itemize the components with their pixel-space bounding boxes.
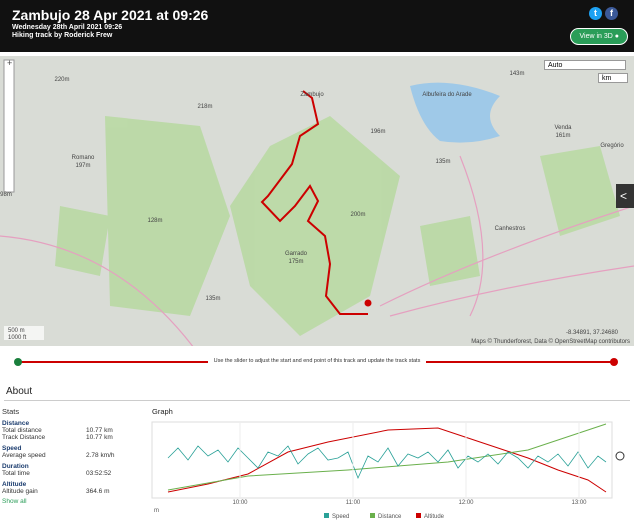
map-label: Romano — [72, 155, 95, 161]
stat-heading: Speed — [2, 445, 22, 452]
x-tick-label: 11:00 — [346, 500, 361, 506]
twitter-icon[interactable]: t — [589, 7, 602, 20]
map-label: Canhestros — [495, 226, 526, 232]
show-all-link[interactable]: Show all — [2, 498, 27, 505]
start-handle[interactable] — [14, 358, 22, 366]
title: Zambujo 28 Apr 2021 at 09:26 — [12, 7, 209, 23]
stat-value: 10.77 km — [86, 427, 113, 434]
stat-label: Average speed — [2, 452, 46, 459]
stat-value: 10.77 km — [86, 434, 113, 441]
map-label: 175m — [288, 259, 303, 265]
button-label: View in 3D — [579, 33, 613, 40]
map-label: 196m — [370, 129, 385, 135]
map-label: 98m — [0, 192, 12, 198]
legend-swatch — [370, 513, 375, 518]
zoom-icon[interactable] — [615, 451, 625, 461]
svg-text:+: + — [7, 58, 12, 68]
stat-label: Track Distance — [2, 434, 46, 441]
stats: Stats Distance Total distance 10.77 km Trac… — [2, 407, 142, 505]
map: + < 220m 218m Romano 197m Zambujo Albufeira d… — [0, 56, 634, 346]
map-label: 220m — [54, 77, 69, 83]
stat-value: 364.6 m — [86, 488, 110, 495]
author[interactable]: Hiking track by Roderick Frew — [12, 32, 113, 39]
x-tick-label: 12:00 — [458, 500, 474, 506]
legend-label: Distance — [378, 514, 402, 520]
header: Zambujo 28 Apr 2021 at 09:26 Wednesday 2… — [0, 0, 634, 52]
scale-metric: 500 m — [8, 328, 25, 334]
map-label: 143m — [509, 71, 524, 77]
stat-heading: Duration — [2, 463, 29, 470]
stat-row: Total distance 10.77 km — [2, 427, 142, 434]
unit-select[interactable]: km — [598, 73, 628, 83]
graph-title: Graph — [152, 407, 173, 416]
legend-label: Altitude — [424, 514, 445, 520]
stat-label: Total distance — [2, 427, 42, 434]
y-unit: m — [154, 508, 159, 514]
about-heading: About — [6, 386, 33, 397]
view-3d-button[interactable]: View in 3D ● — [570, 28, 628, 45]
stats-title: Stats — [2, 407, 20, 416]
map-label: 128m — [147, 218, 162, 224]
end-handle[interactable] — [610, 358, 618, 366]
map-label: Gregório — [600, 143, 624, 149]
coords: -8.34891, 37.24680 — [566, 330, 619, 336]
scale-imperial: 1000 ft — [8, 335, 27, 341]
legend-label: Speed — [332, 514, 349, 520]
map-label: Albufeira do Arade — [422, 92, 472, 98]
stat-row: Total time 03:52:52 — [2, 470, 142, 477]
legend-swatch — [324, 513, 329, 518]
stat-value: 2.78 km/h — [86, 452, 115, 459]
mode-select[interactable]: Auto — [544, 60, 626, 70]
divider — [4, 400, 630, 401]
map-label: Zambujo — [300, 92, 324, 98]
facebook-icon[interactable]: f — [605, 7, 618, 20]
stat-row: Average speed 2.78 km/h — [2, 452, 142, 459]
stat-heading: Altitude — [2, 481, 27, 488]
stat-row: Altitude gain 364.6 m — [2, 488, 142, 495]
svg-text:<: < — [620, 189, 627, 203]
stat-row: Track Distance 10.77 km — [2, 434, 142, 441]
map-label: 197m — [75, 163, 90, 169]
map-label: 218m — [197, 104, 212, 110]
stat-heading: Distance — [2, 420, 30, 427]
map-label: 135m — [435, 159, 450, 165]
x-tick-label: 13:00 — [571, 500, 587, 506]
map-label: Venda — [554, 125, 572, 131]
legend-swatch — [416, 513, 421, 518]
instruction-text: Use the slider to adjust the start and e… — [207, 358, 427, 364]
map-label: 135m — [205, 296, 220, 302]
x-tick-label: 10:00 — [232, 500, 248, 506]
attribution: Maps © Thunderforest, Data © OpenStreetM… — [471, 338, 630, 345]
slider-instruction: Use the slider to adjust the start and e… — [0, 358, 634, 364]
map-label: 200m — [350, 212, 365, 218]
stat-label: Altitude gain — [2, 488, 38, 495]
stat-value: 03:52:52 — [86, 470, 112, 477]
map-label: Garrado — [285, 251, 308, 257]
subtitle: Wednesday 28th April 2021 09:26 — [12, 24, 123, 31]
graph: 10:00 11:00 12:00 13:00 m Speed Distance Alti… — [151, 421, 625, 520]
stat-label: Total time — [2, 470, 30, 477]
map-label: 161m — [555, 133, 570, 139]
